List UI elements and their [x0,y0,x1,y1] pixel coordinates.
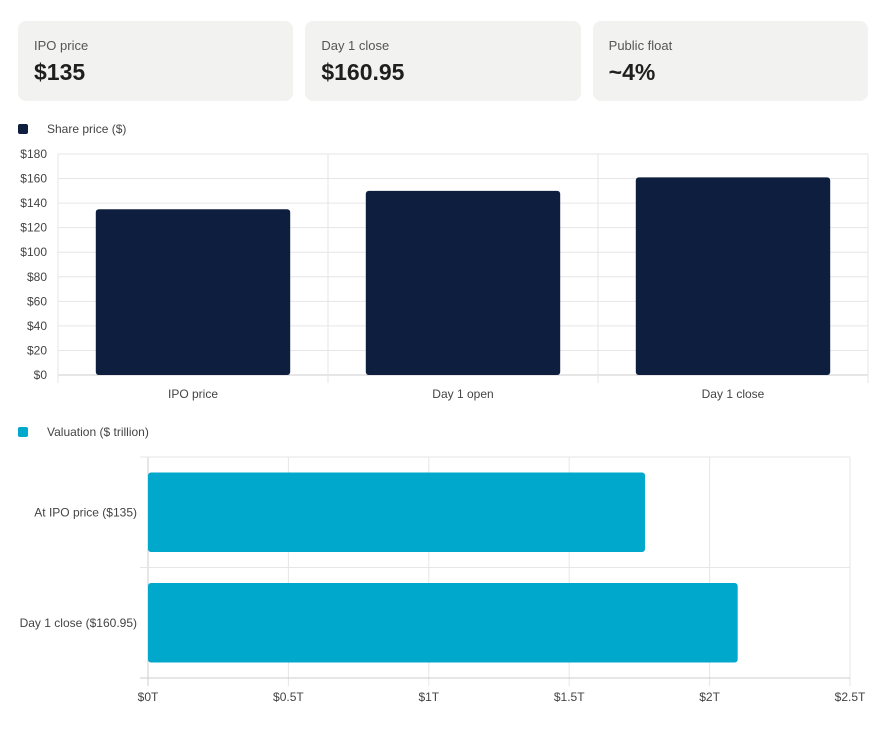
x-tick-label: $2.5T [835,690,866,704]
y-tick-label: At IPO price ($135) [34,505,137,519]
kpi-label: Public float [608,38,673,53]
x-tick-label: $2T [699,690,720,704]
y-tick-label: $120 [20,221,47,235]
y-tick-label: $140 [20,196,47,210]
bar-day-1-close [635,177,831,375]
y-tick-label: $0 [34,368,48,382]
x-tick-label: $0.5T [273,690,304,704]
kpi-label: IPO price [34,38,89,53]
x-tick-label: Day 1 close [702,387,765,401]
valuation-legend[interactable]: Valuation ($ trillion) [18,425,149,439]
x-tick-label: Day 1 open [432,387,493,401]
kpi-value: ~4% [608,59,656,85]
share-price-legend-swatch [18,124,28,134]
kpi-cards: IPO price $135 Day 1 close $160.95 Publi… [18,21,868,101]
y-tick-label: Day 1 close ($160.95) [20,616,137,630]
y-tick-label: $40 [27,319,47,333]
bar-ipo-price [95,209,291,375]
valuation-legend-label: Valuation ($ trillion) [47,425,149,439]
y-tick-label: $60 [27,294,47,308]
bar-day-1-open [365,190,561,375]
x-tick-label: $0T [138,690,159,704]
share-price-legend-label: Share price ($) [47,122,127,136]
bar-at-ipo-price-135- [148,472,646,553]
x-tick-label: IPO price [168,387,218,401]
valuation-legend-swatch [18,427,28,437]
y-tick-label: $180 [20,147,47,161]
y-tick-label: $100 [20,245,47,259]
kpi-card-day1-close: Day 1 close $160.95 [305,21,581,101]
y-tick-label: $80 [27,270,47,284]
share-price-chart: $0 $20 $40 $60 $80 $100 $120 $140 $160 $180 IPO pr… [20,147,869,401]
x-tick-label: $1.5T [554,690,585,704]
kpi-card-ipo-price: IPO price $135 [18,21,294,101]
y-tick-label: $20 [27,343,47,357]
x-tick-label: $1T [418,690,439,704]
kpi-card-public-float: Public float ~4% [592,21,868,101]
share-price-legend[interactable]: Share price ($) [18,122,126,136]
kpi-label: Day 1 close [321,38,390,53]
kpi-value: $135 [34,59,86,85]
bar-day-1-close-160-95- [148,582,738,663]
y-tick-label: $160 [20,172,47,186]
kpi-value: $160.95 [321,59,405,85]
valuation-chart: $0T $0.5T $1T $1.5T $2T $2.5T At IPO price ($1… [20,456,866,704]
